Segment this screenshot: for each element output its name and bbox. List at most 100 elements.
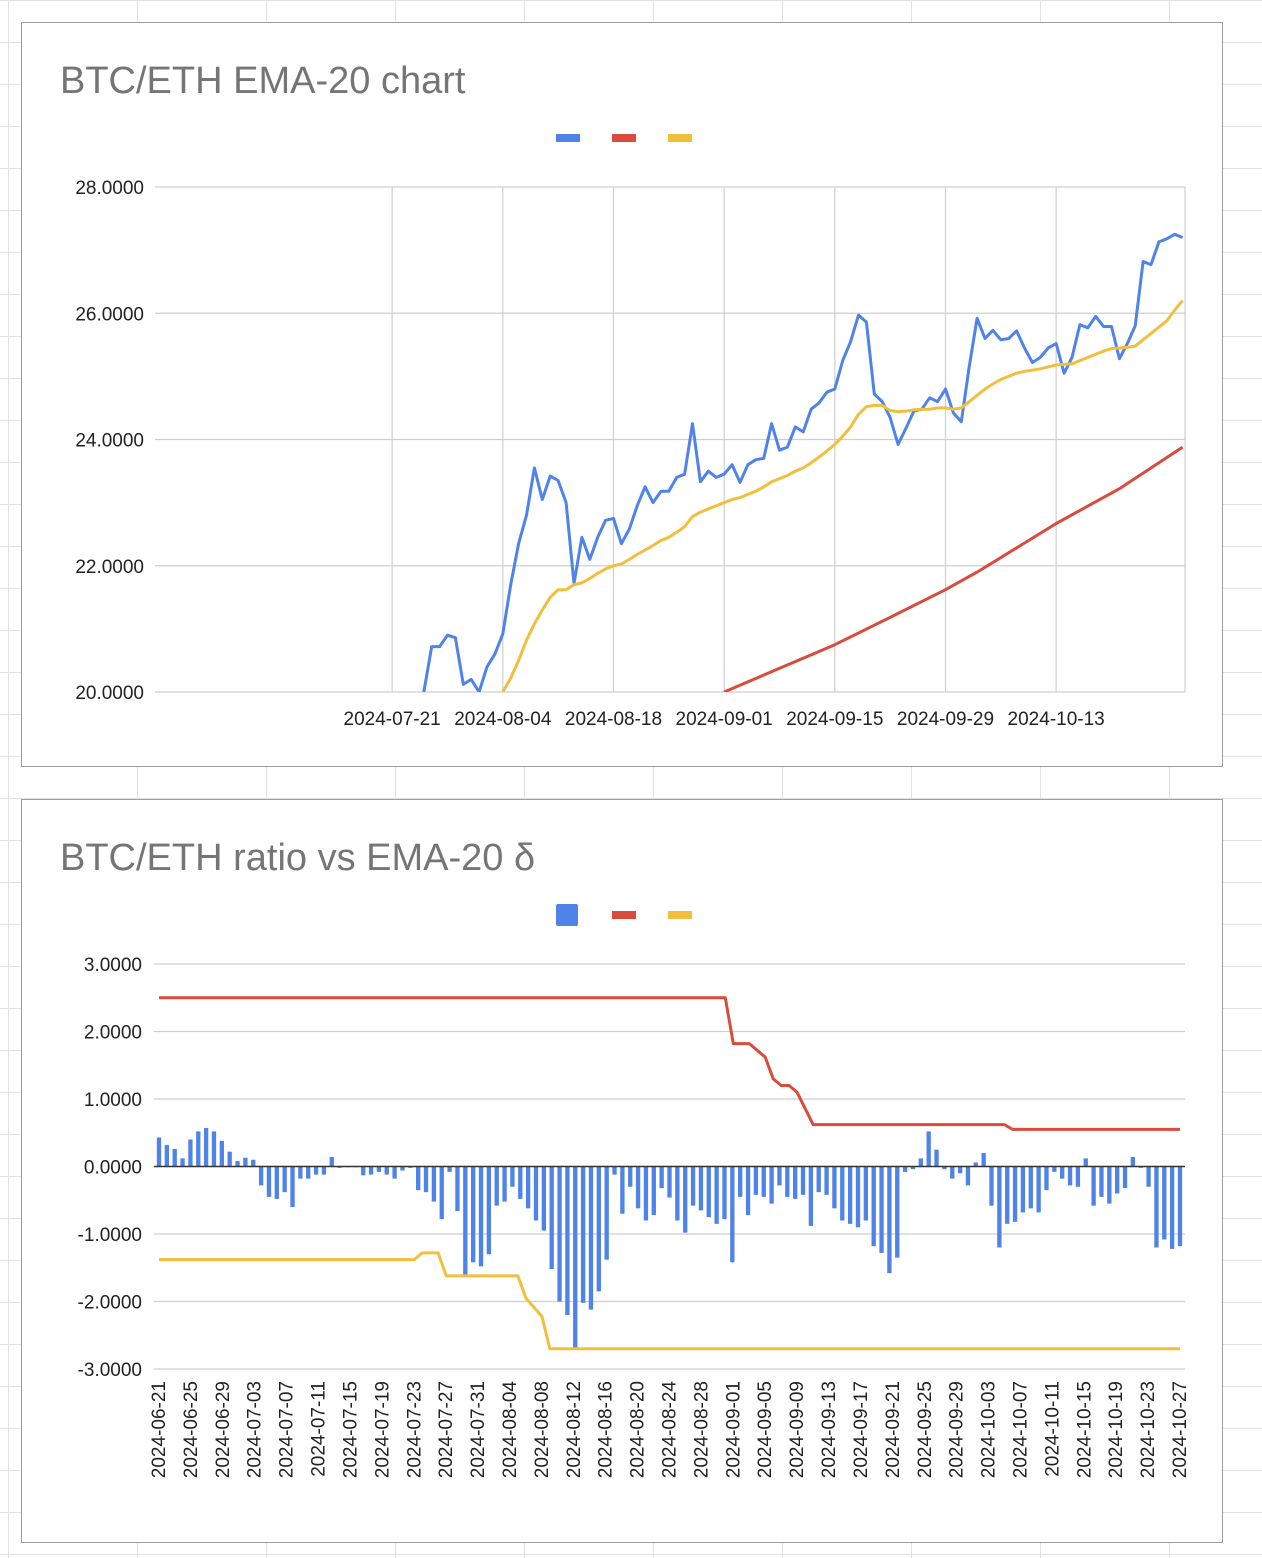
- delta-chart-legend[interactable]: [556, 904, 692, 926]
- x-tick-label: 2024-09-17: [851, 1381, 872, 1478]
- delta-bar: [675, 1166, 680, 1221]
- delta-bar: [981, 1153, 986, 1167]
- delta-bar: [1154, 1166, 1159, 1248]
- delta-bar: [887, 1166, 892, 1274]
- delta-bar: [298, 1166, 303, 1179]
- x-tick-label: 2024-07-21: [344, 709, 441, 730]
- delta-bar: [188, 1139, 193, 1167]
- legend-swatch[interactable]: [668, 134, 692, 142]
- delta-chart-grid: [154, 963, 1185, 1370]
- delta-bar: [926, 1131, 931, 1167]
- delta-bar: [934, 1149, 939, 1167]
- delta-bar: [706, 1166, 711, 1218]
- delta-bar: [447, 1166, 452, 1172]
- ema-chart-x-axis: 2024-07-21 2024-08-04 2024-08-18 2024-09-01…: [344, 709, 1105, 730]
- y-tick-label: -3.0000: [78, 1360, 142, 1381]
- delta-bar: [368, 1166, 374, 1175]
- delta-bar: [510, 1166, 515, 1187]
- ema-chart-svg: BTC/ETH EMA-20 chart 20.0000 22.0000 24.00…: [60, 60, 1186, 730]
- x-tick-label: 2024-10-07: [1010, 1381, 1031, 1478]
- x-tick-label: 2024-09-29: [897, 709, 994, 730]
- delta-bar: [745, 1166, 751, 1216]
- delta-bar: [290, 1166, 295, 1207]
- delta-bar: [266, 1166, 272, 1197]
- delta-bar: [565, 1166, 570, 1315]
- delta-bar: [1036, 1166, 1041, 1213]
- delta-bar: [235, 1161, 240, 1167]
- ema-chart-series: [422, 232, 1184, 692]
- delta-bar: [180, 1158, 185, 1167]
- delta-bar: [651, 1166, 656, 1216]
- delta-bar: [785, 1166, 790, 1197]
- delta-bar: [282, 1166, 287, 1193]
- delta-bar: [714, 1166, 719, 1224]
- ratio-line: [422, 232, 1184, 692]
- delta-bar: [1005, 1166, 1010, 1224]
- delta-bar: [957, 1166, 963, 1174]
- y-tick-label: 28.0000: [75, 178, 144, 199]
- delta-bar: [942, 1166, 947, 1170]
- delta-bar: [604, 1166, 609, 1260]
- x-tick-label: 2024-08-04: [454, 709, 552, 730]
- legend-swatch[interactable]: [668, 911, 692, 919]
- delta-bar: [863, 1166, 869, 1221]
- delta-bar: [730, 1166, 735, 1263]
- delta-bar: [1169, 1166, 1175, 1249]
- delta-bar: [518, 1166, 523, 1199]
- x-tick-label: 2024-07-11: [309, 1381, 330, 1477]
- delta-bar: [439, 1166, 444, 1220]
- delta-bar: [533, 1166, 539, 1221]
- x-tick-label: 2024-08-04: [500, 1381, 521, 1479]
- delta-bar: [738, 1166, 743, 1197]
- y-tick-label: 22.0000: [75, 557, 144, 578]
- delta-bar: [902, 1166, 908, 1172]
- legend-swatch-bars[interactable]: [556, 904, 578, 926]
- delta-bar: [384, 1166, 389, 1175]
- ema-20-line: [501, 299, 1184, 692]
- delta-bar: [847, 1166, 853, 1224]
- delta-bar: [800, 1166, 806, 1195]
- delta-bar: [525, 1166, 531, 1209]
- delta-bar: [1052, 1166, 1057, 1172]
- delta-bar: [628, 1166, 633, 1187]
- delta-bar: [973, 1162, 978, 1167]
- ema-chart-legend[interactable]: [556, 134, 692, 142]
- delta-bar: [172, 1148, 177, 1167]
- delta-chart-panel[interactable]: BTC/ETH ratio vs EMA-20 δ -3.0000 -2.0000…: [21, 799, 1223, 1543]
- delta-bar: [1091, 1166, 1096, 1206]
- legend-swatch[interactable]: [612, 911, 636, 919]
- delta-bar: [871, 1166, 876, 1247]
- lower-band-line: [159, 1251, 1180, 1351]
- delta-bar: [463, 1166, 468, 1275]
- x-tick-label: 2024-10-27: [1170, 1381, 1191, 1478]
- delta-bar: [612, 1166, 617, 1175]
- delta-bar: [1067, 1166, 1073, 1186]
- upper-band-line: [159, 996, 1180, 1131]
- delta-bar: [470, 1166, 476, 1263]
- x-tick-label: 2024-06-29: [213, 1381, 234, 1478]
- delta-bar: [588, 1166, 594, 1310]
- legend-swatch[interactable]: [556, 134, 580, 142]
- delta-bar: [549, 1166, 554, 1270]
- x-tick-label: 2024-08-18: [565, 709, 662, 730]
- y-tick-label: 20.0000: [75, 683, 144, 704]
- legend-swatch[interactable]: [612, 134, 636, 142]
- delta-bar: [156, 1137, 162, 1167]
- delta-bar: [1130, 1157, 1136, 1167]
- delta-bar: [1060, 1166, 1065, 1179]
- delta-bar: [832, 1166, 837, 1209]
- delta-bar: [690, 1166, 696, 1206]
- y-tick-label: 0.0000: [84, 1158, 142, 1179]
- delta-bar: [376, 1166, 382, 1172]
- ema-chart-panel[interactable]: BTC/ETH EMA-20 chart 20.0000 22.0000 24.00…: [21, 22, 1223, 767]
- delta-bar: [667, 1166, 672, 1198]
- delta-bar: [243, 1157, 248, 1167]
- x-tick-label: 2024-07-15: [340, 1381, 361, 1478]
- delta-bar: [769, 1166, 774, 1204]
- delta-bar: [203, 1128, 209, 1167]
- delta-bar: [895, 1166, 900, 1258]
- delta-bar: [698, 1166, 704, 1211]
- delta-bar: [997, 1166, 1002, 1248]
- delta-bar: [1099, 1166, 1104, 1197]
- delta-bar: [643, 1166, 649, 1221]
